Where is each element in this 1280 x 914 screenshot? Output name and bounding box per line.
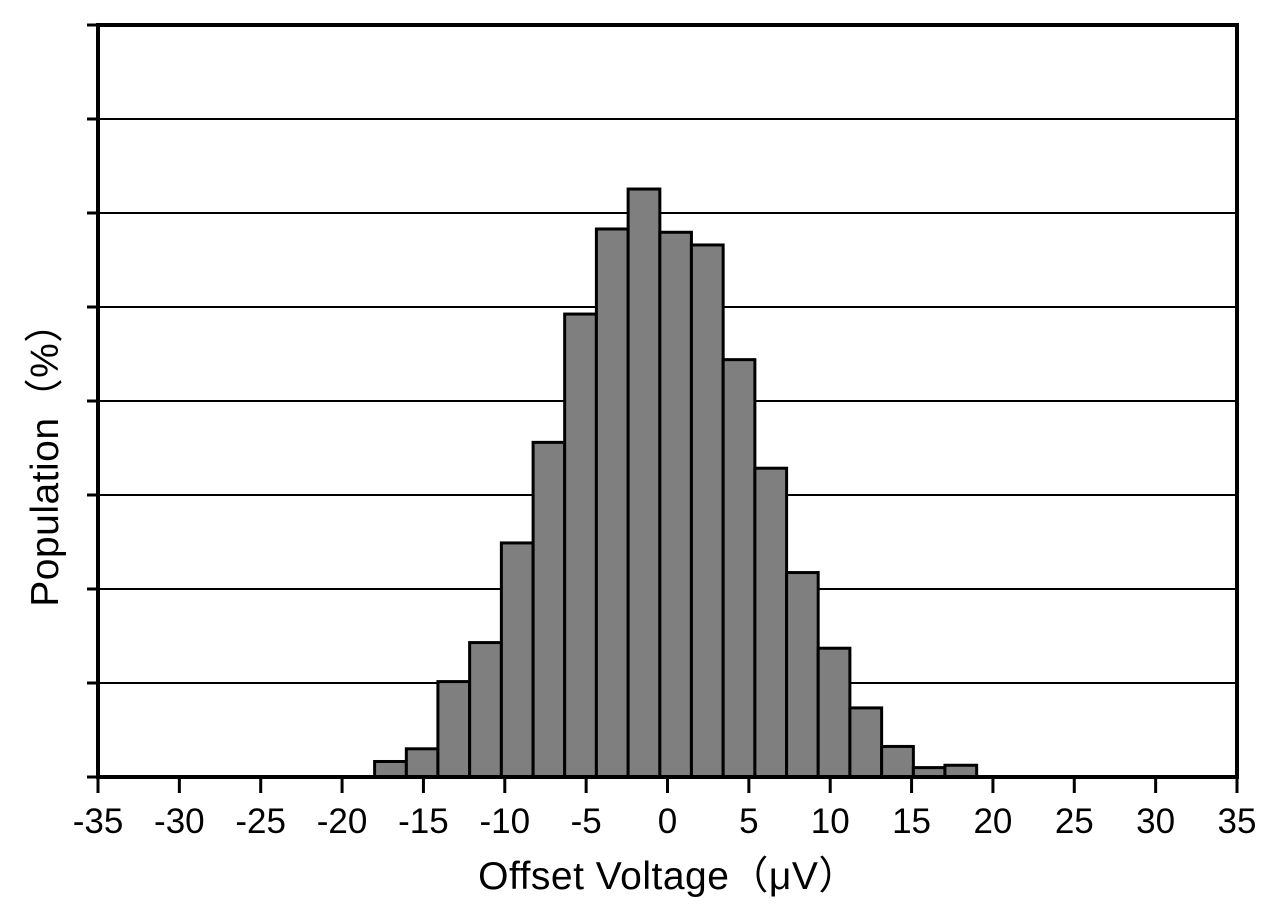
x-axis-title: Offset Voltage（μV） (478, 855, 858, 898)
histogram-bar (753, 466, 789, 779)
x-tick-label: 25 (1055, 802, 1094, 841)
x-tick-label: -25 (235, 802, 286, 841)
x-tick-label: -20 (317, 802, 368, 841)
histogram-bar (721, 358, 757, 779)
x-tick-label: 0 (658, 802, 677, 841)
histogram-bar (499, 541, 535, 779)
histogram-bar (816, 646, 852, 779)
x-tick-label: 15 (892, 802, 931, 841)
x-tick-label: 35 (1218, 802, 1257, 841)
histogram-bar (594, 227, 630, 779)
histogram-bar (531, 440, 567, 779)
histogram-bar (373, 759, 408, 779)
histogram-bar (658, 230, 693, 779)
histogram-bar (626, 187, 662, 779)
x-tick-label: 20 (973, 802, 1012, 841)
histogram-bar (436, 680, 472, 779)
x-tick-label: -15 (398, 802, 449, 841)
x-tick-label: -5 (571, 802, 602, 841)
histogram-bar (880, 744, 915, 779)
x-tick-label: -10 (479, 802, 530, 841)
y-axis-title: Population（%） (24, 303, 67, 607)
histogram-bar (563, 312, 598, 779)
histogram-bar (689, 243, 725, 779)
x-tick-label: 10 (811, 802, 850, 841)
histogram-bar (785, 571, 820, 779)
x-tick-label: -30 (154, 802, 205, 841)
x-tick-label: 30 (1136, 802, 1175, 841)
x-tick-label: 5 (739, 802, 758, 841)
histogram-bar (468, 641, 503, 779)
x-tick-label: -35 (73, 802, 124, 841)
histogram-bar (404, 747, 440, 779)
plot-frame (96, 23, 1239, 779)
histogram-bar (848, 706, 884, 779)
